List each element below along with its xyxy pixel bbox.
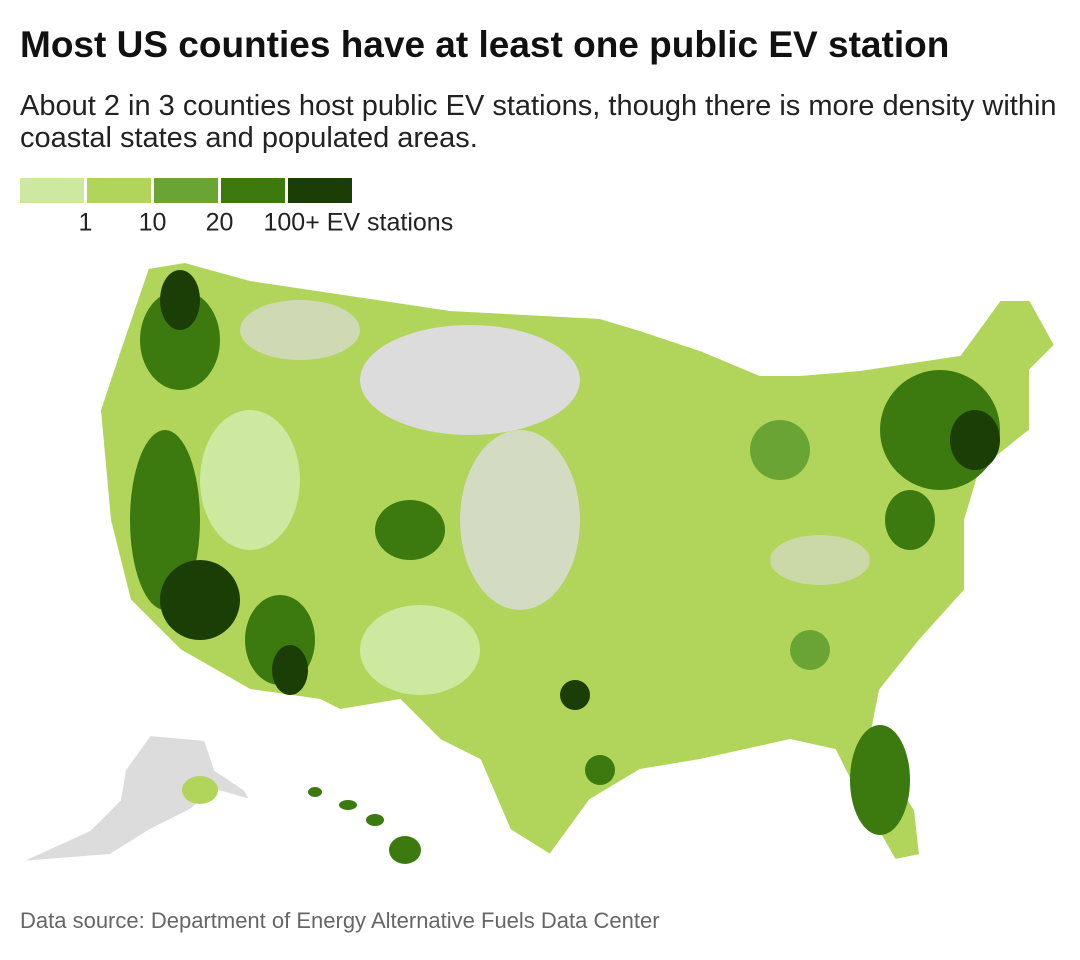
- legend-swatch: [87, 178, 151, 203]
- legend-label: 20: [206, 209, 234, 237]
- us-map: [19, 260, 1057, 864]
- legend-label: 1: [79, 209, 93, 237]
- legend-swatch: [154, 178, 218, 203]
- legend-swatch: [288, 178, 352, 203]
- legend-label: 100+ EV stations: [264, 209, 454, 237]
- map: 1 10 20 100+ EV stations: [19, 178, 1057, 864]
- alaska: [19, 733, 252, 863]
- legend: 1 10 20 100+ EV stations: [20, 178, 453, 237]
- county-patches: [130, 270, 1000, 835]
- legend-label: 10: [139, 209, 167, 237]
- contiguous-us: [98, 260, 1057, 862]
- source: Data source: Department of Energy Altern…: [20, 908, 660, 933]
- subtitle: About 2 in 3 counties host public EV sta…: [20, 90, 1057, 154]
- title: Most US counties have at least one publi…: [20, 24, 950, 65]
- legend-swatch: [221, 178, 285, 203]
- hawaii: [308, 787, 421, 864]
- legend-swatch: [20, 178, 84, 203]
- alaska-patch: [182, 776, 218, 804]
